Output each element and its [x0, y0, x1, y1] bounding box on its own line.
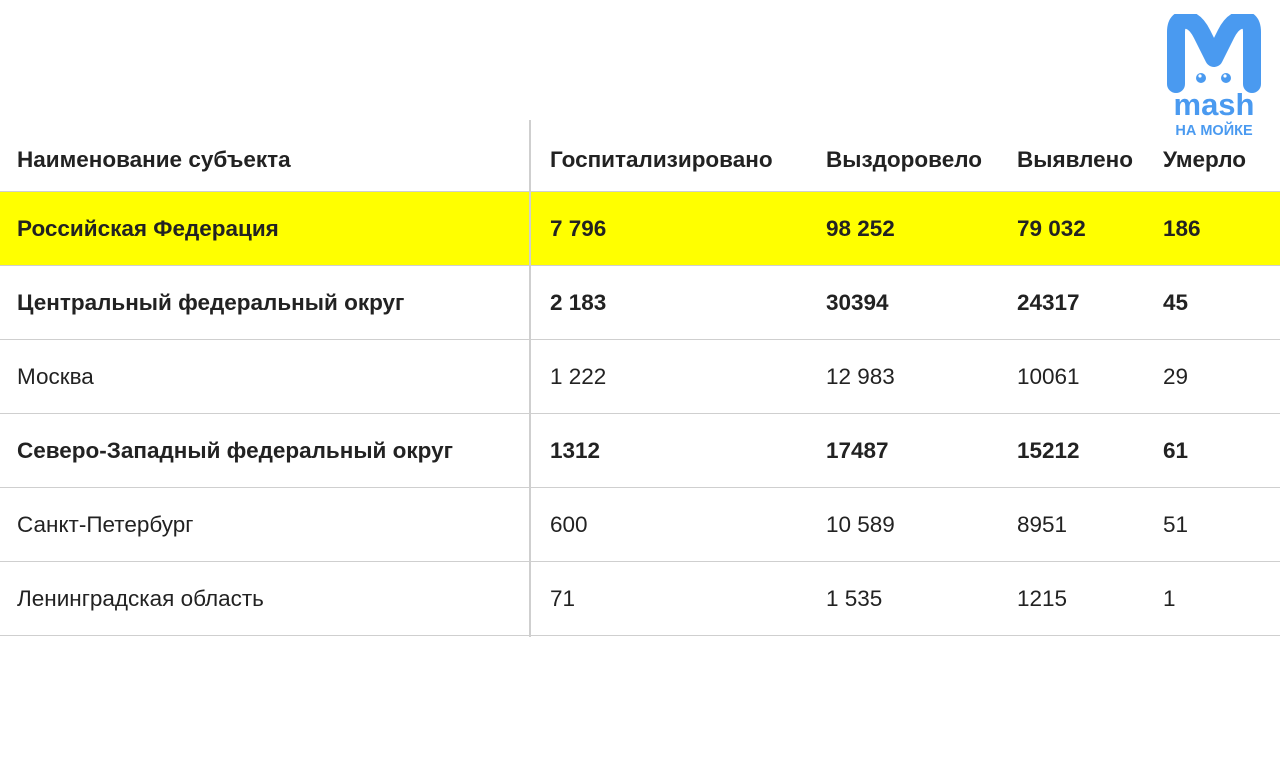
- mash-logo: mash НА МОЙКЕ: [1166, 10, 1262, 140]
- detected-value: 15212: [1017, 437, 1080, 463]
- hospitalized-value: 1312: [550, 437, 601, 463]
- table-row: Санкт-Петербург 600 10 589 8951 51: [0, 488, 1280, 562]
- subject-name: Российская Федерация: [17, 215, 279, 241]
- recovered-value: 10 589: [826, 511, 895, 537]
- subject-name: Центральный федеральный округ: [17, 289, 405, 315]
- deaths-value: 45: [1163, 289, 1189, 315]
- table-row: Ленинградская область 71 1 535 1215 1: [0, 562, 1280, 636]
- detected-value: 10061: [1017, 363, 1080, 389]
- deaths-value: 51: [1163, 511, 1189, 537]
- subject-name: Северо-Западный федеральный округ: [17, 437, 453, 463]
- hospitalized-value: 1 222: [550, 363, 607, 389]
- deaths-value: 29: [1163, 363, 1189, 389]
- svg-text:НА МОЙКЕ: НА МОЙКЕ: [1175, 121, 1253, 139]
- subject-name: Москва: [17, 363, 94, 389]
- hospitalized-value: 2 183: [550, 289, 607, 315]
- table-row: Северо-Западный федеральный округ 1312 174…: [0, 414, 1280, 488]
- detected-value: 1215: [1017, 585, 1068, 611]
- hospitalized-value: 600: [550, 511, 588, 537]
- table-row: Центральный федеральный округ 2 183 30394 2…: [0, 266, 1280, 340]
- column-divider: [529, 120, 531, 637]
- deaths-value: 186: [1163, 215, 1201, 241]
- column-header-recovered: Выздоровело: [826, 146, 982, 172]
- table-header: Наименование субъекта Госпитализировано …: [0, 120, 1280, 192]
- table-row: Москва 1 222 12 983 10061 29: [0, 340, 1280, 414]
- detected-value: 79 032: [1017, 215, 1086, 241]
- deaths-value: 1: [1163, 585, 1176, 611]
- deaths-value: 61: [1163, 437, 1189, 463]
- svg-text:mash: mash: [1174, 87, 1255, 122]
- column-header-subject: Наименование субъекта: [17, 146, 291, 172]
- detected-value: 8951: [1017, 511, 1068, 537]
- detected-value: 24317: [1017, 289, 1080, 315]
- recovered-value: 98 252: [826, 215, 895, 241]
- covid-stats-table: Наименование субъекта Госпитализировано …: [0, 120, 1280, 636]
- recovered-value: 1 535: [826, 585, 883, 611]
- subject-name: Санкт-Петербург: [17, 511, 194, 537]
- hospitalized-value: 71: [550, 585, 576, 611]
- table-row: Российская Федерация 7 796 98 252 79 032 186: [0, 192, 1280, 266]
- recovered-value: 30394: [826, 289, 889, 315]
- recovered-value: 17487: [826, 437, 889, 463]
- subject-name: Ленинградская область: [17, 585, 264, 611]
- column-header-detected: Выявлено: [1017, 146, 1133, 172]
- column-header-hospitalized: Госпитализировано: [550, 146, 773, 172]
- column-header-deaths: Умерло: [1163, 146, 1246, 172]
- hospitalized-value: 7 796: [550, 215, 607, 241]
- recovered-value: 12 983: [826, 363, 895, 389]
